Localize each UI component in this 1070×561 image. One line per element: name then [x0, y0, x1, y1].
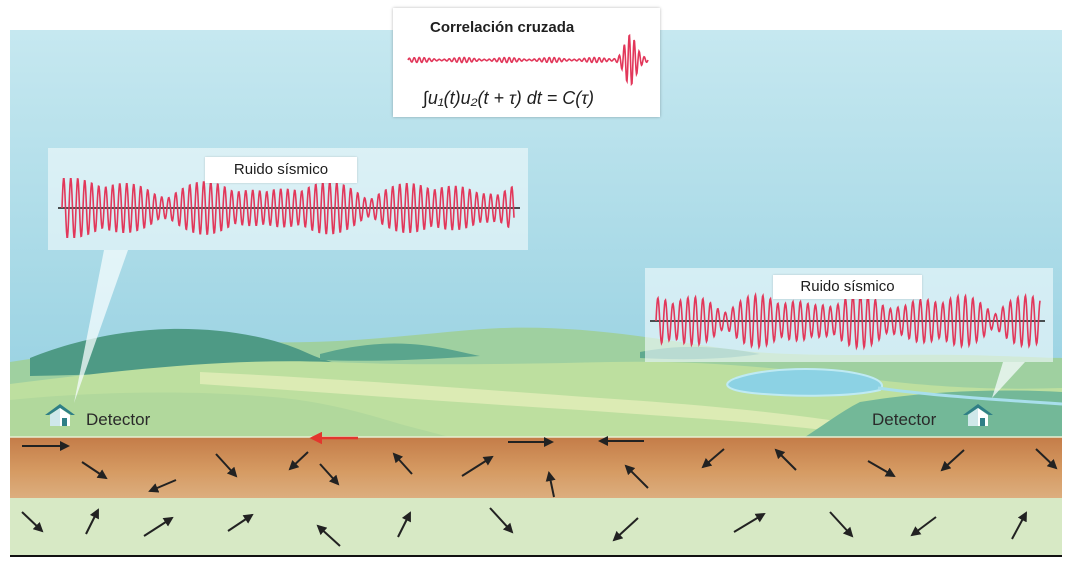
ground-motion-arrow: [910, 516, 937, 537]
crust-layer: [10, 437, 1062, 498]
cross-correlation-box: Correlación cruzada ∫u₁(t)u₂(t + τ) dt =…: [393, 8, 660, 117]
cross-correlation-title: Correlación cruzada: [430, 19, 575, 36]
ground-motion-arrow: [867, 460, 896, 477]
ground-motion-arrow: [85, 508, 99, 535]
deep-layer: [10, 498, 1062, 555]
ground-motion-arrow: [545, 471, 556, 498]
ground-motion-arrows: [21, 436, 1058, 547]
ground-motion-arrow: [1035, 448, 1058, 470]
right-panel-label: Ruido sísmico: [773, 275, 922, 299]
left-seismic-waveform: [61, 177, 515, 238]
cross-correlation-formula: ∫u₁(t)u₂(t + τ) dt = C(τ): [423, 88, 594, 108]
foreground-slope-right: [800, 390, 1062, 440]
ground-motion-arrow: [21, 511, 44, 533]
ground-motion-arrow: [701, 448, 725, 469]
ground-motion-arrow: [1011, 511, 1027, 540]
ground-motion-arrow: [319, 463, 340, 486]
cross-correlation-waveform: [407, 33, 649, 87]
ground-motion-arrow: [288, 451, 309, 471]
ground-motion-arrow: [940, 449, 965, 472]
dark-hill-middle: [320, 343, 480, 361]
ground-motion-arrow: [774, 448, 797, 471]
lake: [726, 368, 883, 397]
house-icon: [44, 403, 76, 427]
ground-motion-arrow: [624, 464, 649, 489]
ground-motion-arrow: [461, 455, 494, 477]
ground-motion-arrow: [397, 511, 411, 538]
house-icon: [962, 403, 994, 427]
right-seismic-waveform: [655, 291, 1041, 351]
pale-slope: [200, 372, 900, 436]
ground-motion-arrow: [392, 452, 413, 475]
ground-motion-arrow: [733, 512, 766, 533]
ground-motion-arrow: [143, 516, 174, 537]
ground-motion-arrow: [148, 479, 177, 493]
ground-motion-arrow: [81, 461, 108, 480]
ground-motion-arrow: [316, 524, 341, 547]
right-detector-label: Detector: [872, 410, 937, 429]
ground-motion-arrow: [612, 517, 639, 542]
ground-motion-arrow: [215, 453, 238, 478]
left-panel-label: Ruido sísmico: [205, 157, 357, 183]
left-callout-pointer: [74, 250, 128, 403]
river: [877, 386, 1063, 406]
foreground-field-left: [10, 392, 460, 440]
ground-motion-arrow: [227, 513, 254, 532]
cross-correlation-graph: [407, 33, 649, 87]
ground-motion-arrow: [829, 511, 854, 538]
right-callout-pointer: [992, 362, 1025, 398]
left-detector-label: Detector: [86, 410, 151, 429]
ground-motion-arrow: [489, 507, 514, 534]
